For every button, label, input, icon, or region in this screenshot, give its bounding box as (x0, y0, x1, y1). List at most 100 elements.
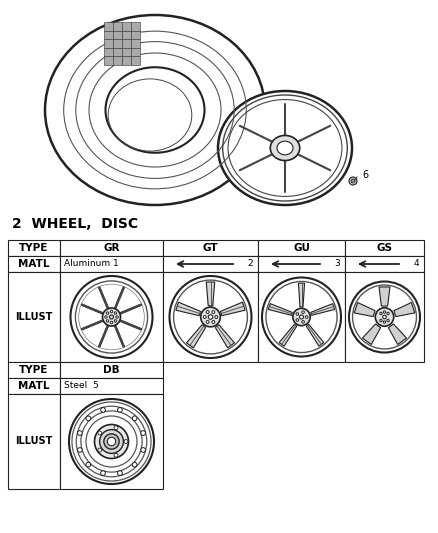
Circle shape (114, 454, 118, 457)
Ellipse shape (107, 437, 116, 446)
Polygon shape (215, 325, 234, 348)
Bar (122, 31, 131, 39)
Bar (104, 22, 113, 31)
Circle shape (86, 462, 91, 467)
Bar (122, 39, 131, 48)
Ellipse shape (270, 135, 300, 160)
Ellipse shape (71, 276, 152, 358)
Text: MATL: MATL (18, 381, 50, 391)
Circle shape (383, 315, 386, 319)
Circle shape (141, 431, 145, 435)
Circle shape (302, 320, 304, 323)
Text: 4: 4 (413, 260, 419, 269)
Polygon shape (362, 324, 381, 344)
Circle shape (300, 315, 304, 319)
Ellipse shape (95, 424, 128, 458)
Circle shape (206, 320, 209, 324)
Circle shape (124, 440, 128, 443)
Circle shape (380, 319, 382, 322)
Circle shape (212, 311, 215, 313)
Circle shape (132, 462, 137, 467)
Bar (60, 272, 163, 362)
Circle shape (118, 408, 122, 412)
Bar (104, 31, 113, 39)
Polygon shape (220, 302, 245, 316)
Circle shape (101, 408, 106, 412)
Polygon shape (354, 303, 375, 317)
Circle shape (387, 319, 389, 322)
Bar (131, 39, 140, 48)
Circle shape (86, 416, 91, 421)
Bar (163, 240, 258, 256)
Bar (104, 48, 113, 56)
Bar (345, 240, 424, 256)
Text: GT: GT (203, 243, 218, 253)
Ellipse shape (201, 307, 220, 327)
Bar (60, 240, 163, 256)
Circle shape (110, 315, 113, 319)
Circle shape (206, 311, 209, 313)
Text: Steel  5: Steel 5 (64, 382, 99, 391)
Text: 3: 3 (334, 260, 340, 269)
Circle shape (101, 471, 106, 475)
Bar (113, 48, 122, 56)
Polygon shape (311, 304, 335, 316)
Bar (131, 48, 140, 56)
Bar (163, 256, 258, 272)
Text: MATL: MATL (18, 259, 50, 269)
Bar (8, 394, 60, 489)
Bar (8, 240, 60, 256)
Polygon shape (187, 325, 206, 348)
Text: 6: 6 (362, 170, 368, 180)
Bar (113, 31, 122, 39)
Polygon shape (389, 324, 406, 344)
Circle shape (132, 416, 137, 421)
Ellipse shape (104, 434, 119, 449)
Circle shape (116, 316, 118, 318)
Ellipse shape (170, 276, 251, 358)
Ellipse shape (293, 308, 310, 326)
Ellipse shape (262, 278, 341, 357)
Circle shape (302, 311, 304, 313)
Text: GR: GR (103, 243, 120, 253)
Circle shape (110, 310, 113, 313)
Circle shape (380, 312, 382, 314)
Ellipse shape (69, 399, 154, 484)
Bar (8, 378, 60, 394)
Polygon shape (379, 287, 390, 306)
Bar (60, 394, 163, 489)
Polygon shape (394, 303, 415, 317)
Circle shape (105, 316, 107, 318)
Circle shape (212, 320, 215, 324)
Ellipse shape (102, 308, 120, 326)
Bar (104, 39, 113, 48)
Text: 2  WHEEL,  DISC: 2 WHEEL, DISC (12, 217, 138, 231)
Circle shape (383, 311, 386, 313)
Circle shape (387, 312, 389, 314)
Text: DB: DB (103, 365, 120, 375)
Polygon shape (206, 282, 215, 306)
Polygon shape (279, 324, 297, 346)
Circle shape (383, 321, 386, 323)
Text: 2: 2 (247, 260, 253, 269)
Bar (345, 272, 424, 362)
Bar (104, 56, 113, 65)
Ellipse shape (99, 430, 124, 454)
Ellipse shape (218, 91, 352, 205)
Circle shape (349, 177, 357, 185)
Circle shape (203, 316, 206, 318)
Polygon shape (306, 324, 324, 346)
Ellipse shape (106, 67, 205, 153)
Circle shape (114, 320, 117, 322)
Circle shape (98, 431, 102, 435)
Bar (60, 378, 163, 394)
Bar (131, 22, 140, 31)
Circle shape (98, 448, 102, 452)
Circle shape (351, 179, 355, 183)
Text: ILLUST: ILLUST (15, 437, 53, 447)
Bar (60, 256, 163, 272)
Bar (122, 48, 131, 56)
Text: GU: GU (293, 243, 310, 253)
Bar (113, 22, 122, 31)
Circle shape (296, 313, 299, 316)
